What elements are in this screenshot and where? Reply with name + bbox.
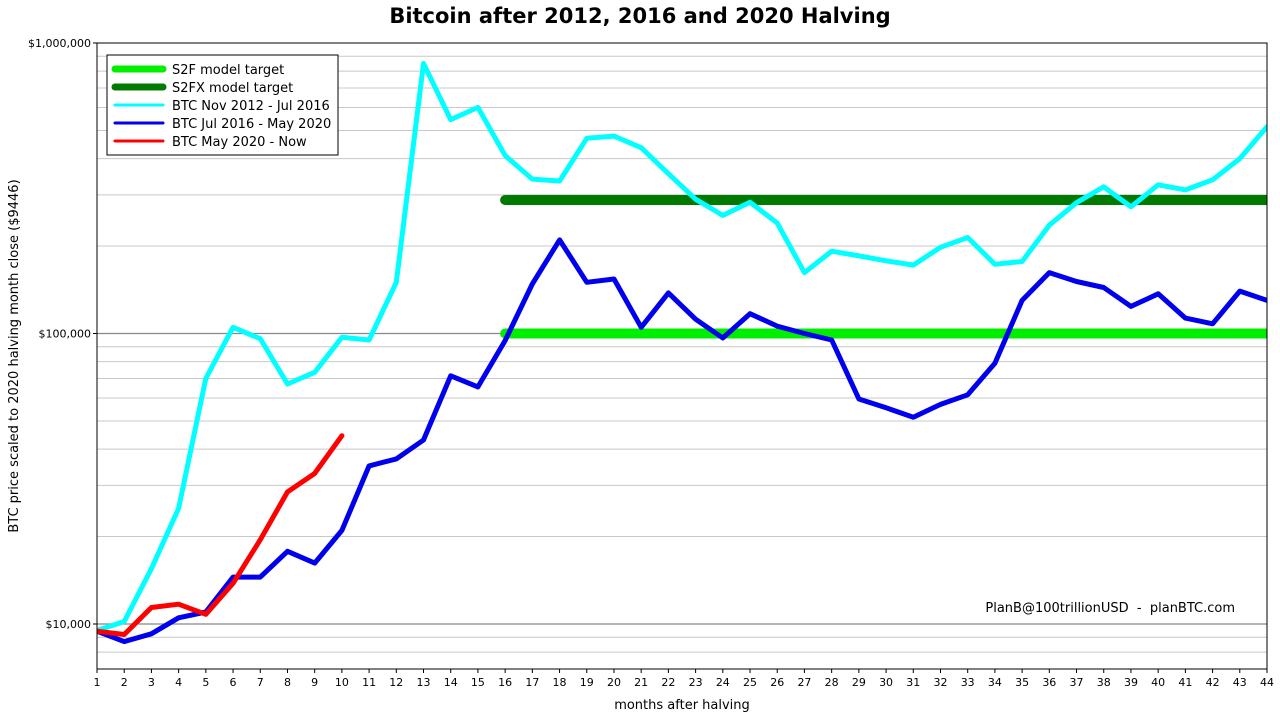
y-axis-label: BTC price scaled to 2020 halving month c… [7,179,22,532]
x-tick-label: 1 [94,676,101,689]
legend-label-s2fx-model-target: S2FX model target [172,81,293,96]
x-tick-label: 2 [121,676,128,689]
x-tick-label: 32 [933,676,947,689]
y-axis-ticks: $10,000 $100,000 $1,000,000 [28,37,97,631]
x-tick-label: 26 [770,676,784,689]
x-tick-label: 12 [389,676,403,689]
series-line-btc-nov-2012-jul-2016 [97,61,1267,633]
x-tick-label: 10 [335,676,349,689]
x-tick-label: 6 [230,676,237,689]
credit-text: PlanB@100trillionUSD - planBTC.com [985,601,1235,616]
x-tick-label: 27 [797,676,811,689]
x-tick-label: 42 [1206,676,1220,689]
x-tick-label: 41 [1178,676,1192,689]
x-tick-label: 19 [580,676,594,689]
x-tick-label: 9 [311,676,318,689]
y-tick-label: $100,000 [39,328,92,341]
legend-label-btc-may-2020-now: BTC May 2020 - Now [172,135,307,150]
legend: S2F model target S2FX model target BTC Nov… [106,54,339,156]
x-tick-label: 39 [1124,676,1138,689]
x-tick-label: 11 [362,676,376,689]
grid-lines [97,55,1267,670]
legend-label-btc-nov-2012-jul-2016: BTC Nov 2012 - Jul 2016 [172,99,330,114]
x-tick-label: 8 [284,676,291,689]
x-axis-label: months after halving [614,698,750,713]
x-tick-label: 35 [1015,676,1029,689]
series-line-btc-jul-2016-may-2020 [97,237,1267,645]
x-tick-label: 17 [525,676,539,689]
legend-label-btc-jul-2016-may-2020: BTC Jul 2016 - May 2020 [172,117,331,132]
x-tick-label: 15 [471,676,485,689]
x-tick-label: 23 [689,676,703,689]
x-tick-label: 29 [852,676,866,689]
x-tick-label: 16 [498,676,512,689]
x-tick-label: 14 [444,676,458,689]
plot-frame [96,42,1268,670]
x-tick-label: 31 [906,676,920,689]
x-tick-label: 28 [825,676,839,689]
x-tick-label: 44 [1260,676,1274,689]
x-tick-label: 5 [202,676,209,689]
x-tick-label: 43 [1233,676,1247,689]
x-tick-label: 3 [148,676,155,689]
x-tick-label: 30 [879,676,893,689]
x-tick-label: 34 [988,676,1002,689]
x-tick-label: 33 [961,676,975,689]
x-tick-label: 24 [716,676,730,689]
y-tick-label: $1,000,000 [28,37,91,50]
series-lines [97,61,1267,645]
y-tick-label: $10,000 [46,618,92,631]
chart-title: Bitcoin after 2012, 2016 and 2020 Halvin… [389,4,891,28]
x-tick-label: 4 [175,676,182,689]
series-line-btc-may-2020-now [97,433,345,637]
x-tick-label: 38 [1097,676,1111,689]
x-tick-label: 21 [634,676,648,689]
x-tick-label: 13 [417,676,431,689]
x-tick-label: 36 [1042,676,1056,689]
x-tick-label: 18 [553,676,567,689]
x-axis-ticks: 1 2 3 4 5 6 7 8 9 10 11 12 13 14 15 16 17 18 19 20 21 22 23 24 2… [94,669,1274,689]
x-tick-label: 40 [1151,676,1165,689]
x-tick-label: 37 [1070,676,1084,689]
legend-label-s2f-model-target: S2F model target [172,63,284,78]
x-tick-label: 25 [743,676,757,689]
x-tick-label: 7 [257,676,264,689]
x-tick-label: 20 [607,676,621,689]
x-tick-label: 22 [661,676,675,689]
